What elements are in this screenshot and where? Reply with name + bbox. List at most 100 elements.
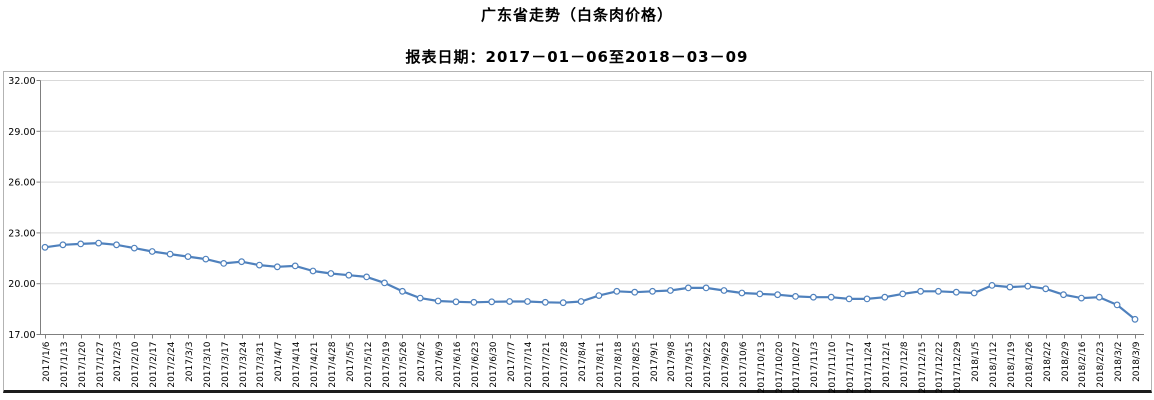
data-point-marker [327, 270, 335, 277]
x-tick-label: 2017/8/4 [578, 341, 588, 382]
data-point-marker [220, 259, 228, 267]
x-tick-label: 2017/9/1 [650, 342, 660, 382]
x-tick-label: 2017/3/17 [221, 342, 231, 388]
chart-subtitle: 报表日期：2017－01－06至2018－03－09 [405, 48, 749, 66]
data-point-marker [1095, 293, 1103, 301]
x-tick-label: 2017/6/30 [489, 341, 499, 387]
x-tick-label: 2017/8/11 [596, 342, 606, 388]
data-point-marker [470, 298, 478, 306]
data-point-marker [381, 279, 388, 287]
x-tick-label: 2018/1/12 [989, 342, 999, 388]
x-tick-label: 2017/1/13 [60, 342, 70, 388]
x-tick-label: 2017/6/23 [471, 342, 481, 388]
y-tick-label: 29.00 [8, 127, 35, 138]
y-tick-label: 32.00 [8, 76, 35, 87]
data-point-marker [935, 287, 942, 295]
data-point-marker [238, 258, 246, 266]
data-point-marker [1060, 291, 1067, 299]
data-point-marker [595, 292, 603, 300]
x-tick-label: 2017/1/6 [42, 341, 52, 382]
data-point-marker [881, 293, 889, 301]
x-tick-label: 2017/9/22 [703, 342, 713, 388]
data-point-marker [827, 293, 835, 301]
data-point-marker [166, 250, 174, 258]
x-tick-label: 2017/3/31 [256, 342, 266, 388]
x-tick-label: 2017/2/3 [113, 342, 123, 382]
data-point-marker [506, 298, 514, 305]
price-series-line [43, 242, 1137, 321]
x-tick-label: 2017/10/13 [757, 342, 767, 394]
data-point-marker [41, 243, 49, 251]
x-tick-label: 2017/12/1 [882, 342, 892, 388]
x-tick-label: 2018/2/16 [1078, 341, 1088, 387]
x-tick-label: 2017/10/20 [775, 341, 785, 393]
y-tick-label: 26.00 [8, 178, 35, 189]
x-tick-label: 2018/3/9 [1132, 341, 1142, 382]
data-point-marker [702, 284, 710, 292]
x-tick-label: 2017/5/5 [346, 342, 356, 382]
x-tick-label: 2017/4/7 [274, 342, 284, 382]
x-tick-label: 2017/12/8 [900, 341, 910, 387]
x-tick-label: 2017/1/27 [96, 342, 106, 388]
y-tick-label: 17.00 [8, 330, 35, 341]
data-point-marker [434, 297, 442, 305]
data-point-marker [613, 287, 621, 295]
x-tick-label: 2017/4/21 [310, 342, 320, 388]
data-point-marker [95, 239, 102, 247]
data-point-marker [863, 295, 871, 303]
data-point-marker [684, 284, 692, 292]
data-point-marker [845, 295, 853, 303]
data-point-marker [1042, 285, 1050, 293]
data-point-marker [541, 298, 549, 306]
x-tick-label: 2017/4/28 [328, 341, 338, 387]
data-point-marker [399, 287, 406, 295]
x-tick-label: 2017/9/8 [667, 341, 677, 382]
data-point-marker [452, 298, 460, 306]
data-point-marker [1077, 294, 1085, 302]
x-tick-label: 2017/8/25 [632, 342, 642, 388]
x-tick-label: 2018/3/2 [1114, 342, 1124, 382]
x-tick-label: 2017/6/2 [417, 342, 427, 382]
data-point-marker [810, 293, 817, 301]
chart-title: 广东省走势（白条肉价格） [480, 6, 673, 24]
data-point-marker [970, 289, 978, 297]
x-tick-label: 2017/11/3 [810, 342, 820, 388]
data-point-marker [667, 287, 674, 294]
data-point-marker [649, 287, 656, 295]
data-point-marker [309, 267, 317, 275]
x-tick-label: 2017/12/15 [918, 342, 928, 394]
x-tick-label: 2017/2/17 [149, 342, 159, 388]
data-point-marker [113, 241, 120, 249]
data-point-marker [77, 240, 85, 248]
data-point-marker [345, 271, 353, 279]
x-tick-label: 2018/1/26 [1025, 341, 1035, 387]
data-point-marker [130, 244, 138, 252]
x-tick-label: 2017/5/12 [364, 342, 374, 388]
x-tick-label: 2017/6/9 [435, 341, 445, 382]
x-tick-label: 2017/1/20 [78, 341, 88, 387]
x-tick-label: 2017/7/14 [524, 341, 534, 387]
x-tick-label: 2017/2/10 [131, 341, 141, 387]
data-point-marker [184, 253, 192, 261]
x-tick-label: 2017/5/19 [382, 341, 392, 387]
data-point-marker [256, 261, 263, 269]
x-tick-label: 2017/5/26 [399, 341, 409, 387]
data-point-marker [273, 263, 281, 271]
x-tick-label: 2017/12/22 [935, 342, 945, 394]
x-tick-label: 2018/1/19 [1007, 341, 1017, 387]
x-tick-label: 2018/1/5 [971, 342, 981, 382]
data-point-marker [988, 281, 996, 289]
data-point-marker [202, 255, 210, 263]
x-tick-label: 2018/2/2 [1043, 342, 1053, 382]
x-tick-label: 2017/2/24 [167, 341, 177, 387]
data-point-marker [1113, 301, 1121, 309]
x-tick-label: 2017/6/16 [453, 341, 463, 387]
data-point-marker [756, 290, 764, 298]
data-point-marker [1131, 315, 1139, 323]
data-point-marker [416, 294, 424, 302]
x-tick-label: 2017/9/15 [685, 342, 695, 388]
x-tick-label: 2017/10/27 [792, 342, 802, 394]
data-point-marker [720, 287, 728, 294]
x-tick-label: 2017/7/7 [507, 342, 517, 382]
